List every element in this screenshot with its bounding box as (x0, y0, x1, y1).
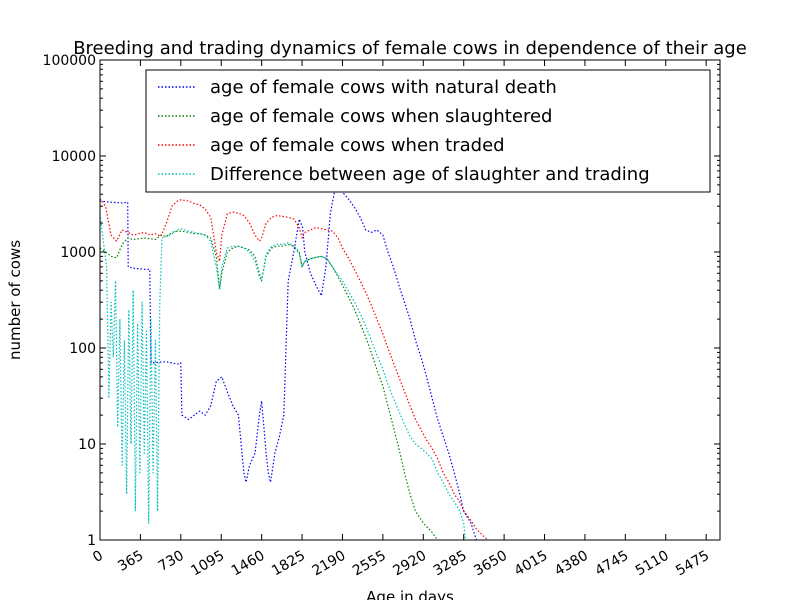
y-tick-label: 1 (87, 533, 96, 549)
chart-title: Breeding and trading dynamics of female … (73, 38, 747, 59)
y-axis-ticks: 1 10 100 1000 10000 100000 (43, 53, 720, 549)
series-line-3 (99, 198, 488, 541)
legend-label-3: age of female cows when traded (210, 135, 505, 156)
y-tick-label: 100 (69, 341, 96, 357)
legend-label-4: Difference between age of slaughter and … (210, 164, 650, 185)
y-tick-label: 1000 (60, 245, 96, 261)
x-axis-label: Age in days (366, 588, 454, 600)
legend-label-1: age of female cows with natural death (210, 77, 557, 98)
y-axis-label: number of cows (6, 240, 24, 360)
y-tick-label: 10 (78, 437, 96, 453)
y-tick-label: 100000 (43, 53, 96, 69)
series-line-4 (99, 213, 466, 541)
series-line-1 (99, 184, 477, 541)
plot-area-frame (99, 59, 721, 541)
legend: age of female cows with natural death age… (145, 69, 711, 193)
legend-box (145, 69, 711, 193)
series-line-2 (99, 230, 439, 541)
y-tick-label: 10000 (51, 149, 96, 165)
legend-items: age of female cows with natural death age… (158, 77, 650, 185)
legend-label-2: age of female cows when slaughtered (210, 106, 552, 127)
plot-series-group (99, 184, 488, 541)
